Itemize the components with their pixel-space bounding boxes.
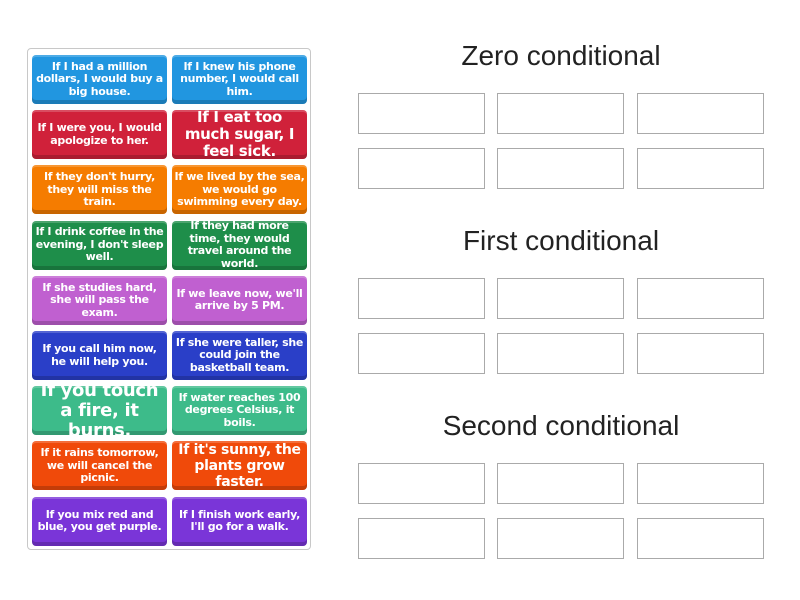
drop-slot[interactable] <box>497 333 624 374</box>
draggable-card[interactable]: If it's sunny, the plants grow faster. <box>172 441 307 491</box>
drop-slot[interactable] <box>497 278 624 319</box>
drop-slot[interactable] <box>497 518 624 559</box>
draggable-card[interactable]: If I knew his phone number, I would call… <box>172 55 307 104</box>
card-tray <box>27 48 311 550</box>
draggable-card[interactable]: If they had more time, they would travel… <box>172 219 307 270</box>
drop-slot[interactable] <box>637 463 764 504</box>
draggable-card[interactable]: If she were taller, she could join the b… <box>172 331 307 380</box>
drop-slot[interactable] <box>637 518 764 559</box>
draggable-card[interactable]: If I drink coffee in the evening, I don'… <box>32 220 167 270</box>
drop-slot[interactable] <box>637 278 764 319</box>
draggable-card[interactable]: If they don't hurry, they will miss the … <box>32 165 167 215</box>
drop-slot[interactable] <box>637 333 764 374</box>
drop-slot[interactable] <box>358 333 485 374</box>
group-title: Zero conditional <box>461 40 661 71</box>
drop-slot[interactable] <box>497 463 624 504</box>
draggable-card[interactable]: If I had a million dollars, I would buy … <box>32 55 167 104</box>
draggable-card[interactable]: If we lived by the sea, we would go swim… <box>172 165 307 215</box>
drop-slot[interactable] <box>497 93 624 134</box>
group-title: Second conditional <box>442 410 680 441</box>
group-title: First conditional <box>462 225 660 256</box>
drop-slot[interactable] <box>358 463 485 504</box>
drop-slot[interactable] <box>637 93 764 134</box>
draggable-card[interactable]: If you mix red and blue, you get purple. <box>32 496 167 546</box>
drop-slot[interactable] <box>358 148 485 189</box>
draggable-card[interactable]: If you touch a fire, it burns. <box>32 380 167 440</box>
draggable-card[interactable]: If I eat too much sugar, I feel sick. <box>172 109 307 160</box>
draggable-card[interactable]: If you call him now, he will help you. <box>32 331 167 380</box>
draggable-card[interactable]: If water reaches 100 degrees Celsius, it… <box>172 386 307 436</box>
drop-slot[interactable] <box>637 148 764 189</box>
draggable-card[interactable]: If it rains tomorrow, we will cancel the… <box>32 441 167 491</box>
drop-slot[interactable] <box>358 278 485 319</box>
draggable-card[interactable]: If I were you, I would apologize to her. <box>32 110 167 160</box>
draggable-card[interactable]: If I finish work early, I'll go for a wa… <box>172 496 307 546</box>
drop-slot[interactable] <box>358 518 485 559</box>
drop-slot[interactable] <box>358 93 485 134</box>
draggable-card[interactable]: If she studies hard, she will pass the e… <box>32 275 167 325</box>
drop-slot[interactable] <box>497 148 624 189</box>
draggable-card[interactable]: If we leave now, we'll arrive by 5 PM. <box>172 275 307 325</box>
